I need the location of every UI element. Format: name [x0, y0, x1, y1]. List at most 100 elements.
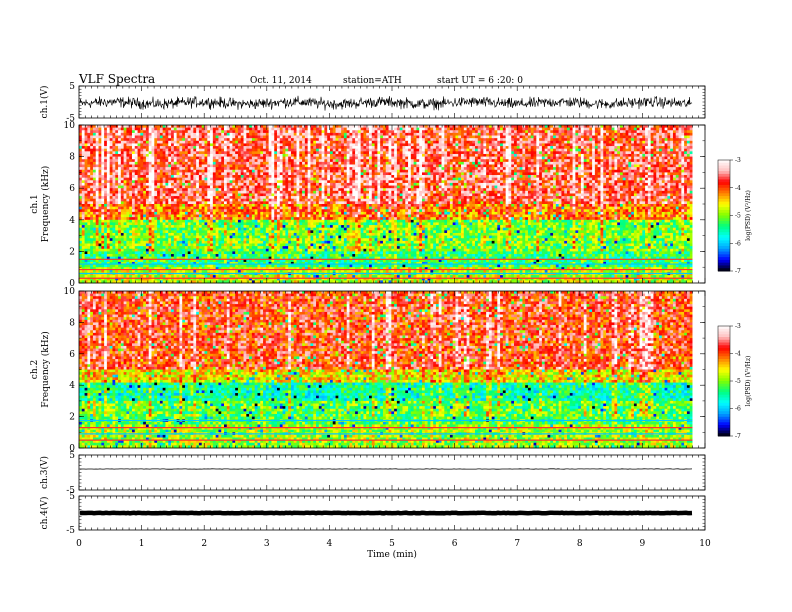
- spectrogram-cell: [157, 133, 160, 136]
- spectrogram-cell: [363, 138, 366, 141]
- spectrogram-cell: [87, 125, 90, 128]
- spectrogram-cell: [483, 128, 486, 131]
- spectrogram-cell: [536, 133, 539, 136]
- spectrogram-cell: [319, 141, 322, 144]
- spectrogram-cell: [469, 125, 472, 128]
- spectrogram-cell: [511, 125, 514, 128]
- spectrogram-cell: [581, 130, 584, 133]
- spectrogram-cell: [645, 125, 648, 128]
- spectrogram-cell: [506, 133, 509, 136]
- spectrogram-cell: [673, 128, 676, 131]
- spectrogram-cell: [227, 141, 230, 144]
- spectrogram-cell: [681, 133, 684, 136]
- spectrogram-cell: [534, 128, 537, 131]
- spectrogram-cell: [138, 141, 141, 144]
- spectrogram-cell: [210, 130, 213, 133]
- spectrogram-cell: [553, 130, 556, 133]
- spectrogram-cell: [280, 130, 283, 133]
- spectrogram-cell: [428, 130, 431, 133]
- spectrogram-cell: [87, 138, 90, 141]
- spectrogram-cell: [503, 141, 506, 144]
- spectrogram-cell: [405, 136, 408, 139]
- spectrogram-cell: [297, 138, 300, 141]
- spectrogram-cell: [514, 133, 517, 136]
- spectrogram-cell: [299, 141, 302, 144]
- spectrogram-cell: [511, 133, 514, 136]
- spectrogram-cell: [416, 136, 419, 139]
- spectrogram-cell: [132, 138, 135, 141]
- spectrogram-cell: [375, 125, 378, 128]
- spectrogram-cell: [514, 141, 517, 144]
- spectrogram-cell: [640, 130, 643, 133]
- spectrogram-cell: [316, 141, 319, 144]
- spectrogram-cell: [319, 128, 322, 131]
- spectrogram-cell: [581, 138, 584, 141]
- spectrogram-cell: [324, 138, 327, 141]
- spectrogram-cell: [642, 125, 645, 128]
- spectrogram-cell: [489, 125, 492, 128]
- spectrogram-cell: [93, 128, 96, 131]
- spectrogram-cell: [252, 130, 255, 133]
- spectrogram-cell: [294, 141, 297, 144]
- spectrogram-cell: [614, 128, 617, 131]
- spectrogram-cell: [550, 128, 553, 131]
- spectrogram-cell: [305, 138, 308, 141]
- spectrogram-cell: [168, 125, 171, 128]
- spectrogram-cell: [436, 128, 439, 131]
- spectrogram-cell: [372, 133, 375, 136]
- spectrogram-cell: [511, 136, 514, 139]
- spectrogram-cell: [662, 141, 665, 144]
- spectrogram-cell: [612, 128, 615, 131]
- spectrogram-cell: [394, 141, 397, 144]
- spectrogram-cell: [255, 130, 258, 133]
- spectrogram-cell: [322, 138, 325, 141]
- spectrogram-cell: [626, 136, 629, 139]
- spectrogram-cell: [595, 128, 598, 131]
- spectrogram-cell: [508, 130, 511, 133]
- spectrogram-cell: [436, 136, 439, 139]
- spectrogram-cell: [637, 125, 640, 128]
- spectrogram-cell: [336, 138, 339, 141]
- spectrogram-cell: [690, 128, 693, 131]
- spectrogram-cell: [85, 130, 88, 133]
- spectrogram-cell: [252, 136, 255, 139]
- spectrogram-cell: [598, 138, 601, 141]
- spectrogram-cell: [511, 130, 514, 133]
- spectrogram-cell: [124, 141, 127, 144]
- spectrogram-cell: [584, 125, 587, 128]
- spectrogram-cell: [606, 138, 609, 141]
- spectrogram-cell: [193, 136, 196, 139]
- spectrogram-cell: [85, 141, 88, 144]
- spectrogram-cell: [146, 125, 149, 128]
- spectrogram-cell: [333, 128, 336, 131]
- spectrogram-cell: [670, 128, 673, 131]
- spectrogram-cell: [191, 133, 194, 136]
- spectrogram-cell: [626, 125, 629, 128]
- spectrogram-cell: [101, 136, 104, 139]
- spectrogram-cell: [534, 133, 537, 136]
- spectrogram-cell: [285, 130, 288, 133]
- spectrogram-cell: [165, 133, 168, 136]
- spectrogram-cell: [104, 130, 107, 133]
- spectrogram-cell: [319, 125, 322, 128]
- spectrogram-cell: [631, 141, 634, 144]
- spectrogram-cell: [260, 141, 263, 144]
- spectrogram-cell: [369, 136, 372, 139]
- spectrogram-cell: [341, 138, 344, 141]
- spectrogram-cell: [645, 130, 648, 133]
- spectrogram-cell: [494, 128, 497, 131]
- spectrogram-cell: [297, 136, 300, 139]
- spectrogram-cell: [188, 138, 191, 141]
- spectrogram-cell: [179, 141, 182, 144]
- spectrogram-cell: [659, 141, 662, 144]
- spectrogram-cell: [288, 136, 291, 139]
- spectrogram-cell: [508, 133, 511, 136]
- spectrogram-cell: [592, 136, 595, 139]
- spectrogram-cell: [573, 125, 576, 128]
- spectrogram-cell: [280, 136, 283, 139]
- spectrogram-cell: [322, 141, 325, 144]
- spectrogram-cell: [461, 141, 464, 144]
- spectrogram-cell: [224, 125, 227, 128]
- spectrogram-cell: [338, 133, 341, 136]
- spectrogram-cell: [642, 133, 645, 136]
